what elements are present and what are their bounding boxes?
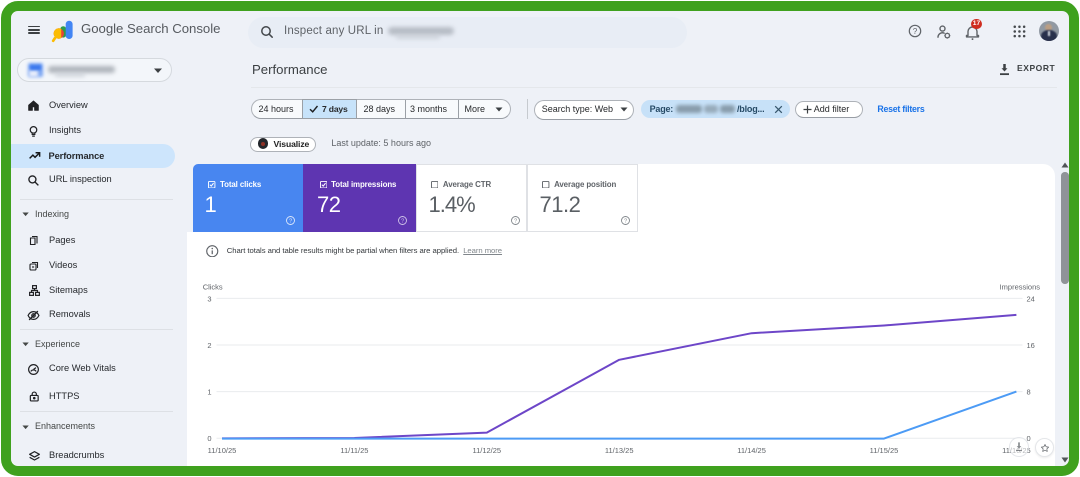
- svg-text:16: 16: [1027, 341, 1035, 350]
- svg-text:0: 0: [1027, 434, 1031, 443]
- svg-text:11/12/25: 11/12/25: [472, 446, 501, 455]
- svg-text:11/13/25: 11/13/25: [605, 446, 634, 455]
- svg-text:2: 2: [207, 341, 211, 350]
- svg-text:3: 3: [207, 294, 211, 303]
- svg-text:0: 0: [207, 434, 211, 443]
- svg-text:11/11/25: 11/11/25: [340, 446, 368, 455]
- svg-text:?: ?: [289, 219, 292, 225]
- svg-text:?: ?: [514, 219, 517, 225]
- svg-text:11/15/25: 11/15/25: [870, 446, 899, 455]
- svg-text:11/10/25: 11/10/25: [208, 446, 237, 455]
- svg-text:1: 1: [207, 388, 211, 397]
- svg-text:8: 8: [1027, 388, 1031, 397]
- svg-text:?: ?: [624, 219, 627, 225]
- svg-text:11/14/25: 11/14/25: [737, 446, 766, 455]
- svg-text:?: ?: [401, 219, 404, 225]
- svg-text:24: 24: [1027, 294, 1035, 303]
- svg-text:?: ?: [913, 27, 918, 36]
- svg-text:Impressions: Impressions: [1000, 283, 1041, 292]
- svg-text:Clicks: Clicks: [203, 283, 223, 292]
